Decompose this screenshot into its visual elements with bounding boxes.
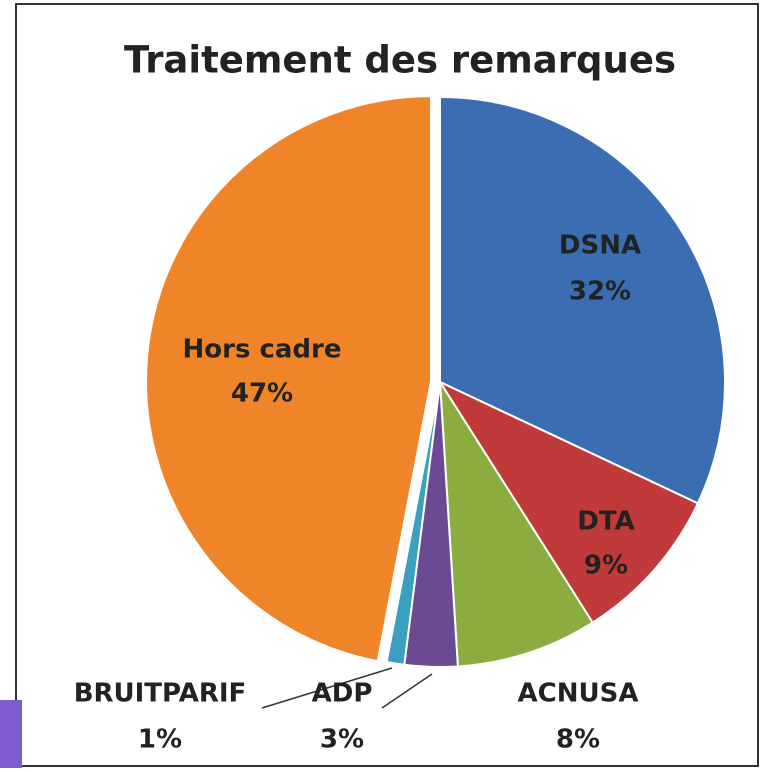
value-label: 8% — [556, 725, 600, 755]
pie-slice — [385, 381, 441, 666]
value-label: 47% — [231, 379, 293, 409]
slice-label: DSNA — [559, 231, 641, 261]
side-tab — [0, 700, 22, 768]
pie-slice — [439, 95, 726, 505]
slice-label: BRUITPARIF — [74, 679, 247, 709]
chart-title: Traitement des remarques — [124, 39, 676, 82]
slice-label: ACNUSA — [518, 679, 639, 709]
pie-slice — [437, 379, 700, 625]
leader-line — [261, 667, 393, 709]
leader-line — [381, 673, 433, 709]
value-label: 3% — [320, 725, 364, 755]
slice-label: ADP — [312, 679, 373, 709]
value-label: 32% — [569, 277, 631, 307]
value-label: 1% — [138, 725, 182, 755]
pie-slice — [145, 95, 433, 663]
slice-label: Hors cadre — [183, 335, 342, 365]
value-label: 9% — [584, 551, 628, 581]
slice-label: DTA — [577, 507, 634, 537]
pie-slice — [439, 381, 595, 668]
